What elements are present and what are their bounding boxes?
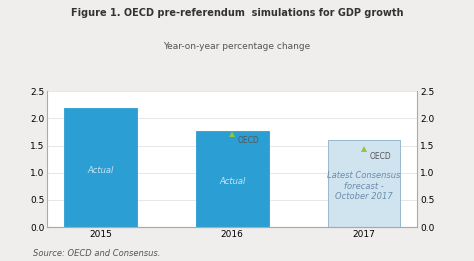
Text: Year-on-year percentage change: Year-on-year percentage change: [164, 42, 310, 51]
Text: Actual: Actual: [87, 165, 114, 175]
Bar: [328, 140, 401, 227]
Text: Latest Consensus
forecast -
October 2017: Latest Consensus forecast - October 2017: [328, 171, 401, 201]
Bar: [64, 108, 137, 227]
Bar: [196, 131, 268, 227]
Text: OECD: OECD: [237, 137, 259, 145]
Text: Actual: Actual: [219, 177, 246, 186]
Text: OECD: OECD: [369, 152, 391, 161]
Text: Source: OECD and Consensus.: Source: OECD and Consensus.: [33, 250, 161, 258]
Text: Figure 1. OECD pre-referendum  simulations for GDP growth: Figure 1. OECD pre-referendum simulation…: [71, 8, 403, 18]
